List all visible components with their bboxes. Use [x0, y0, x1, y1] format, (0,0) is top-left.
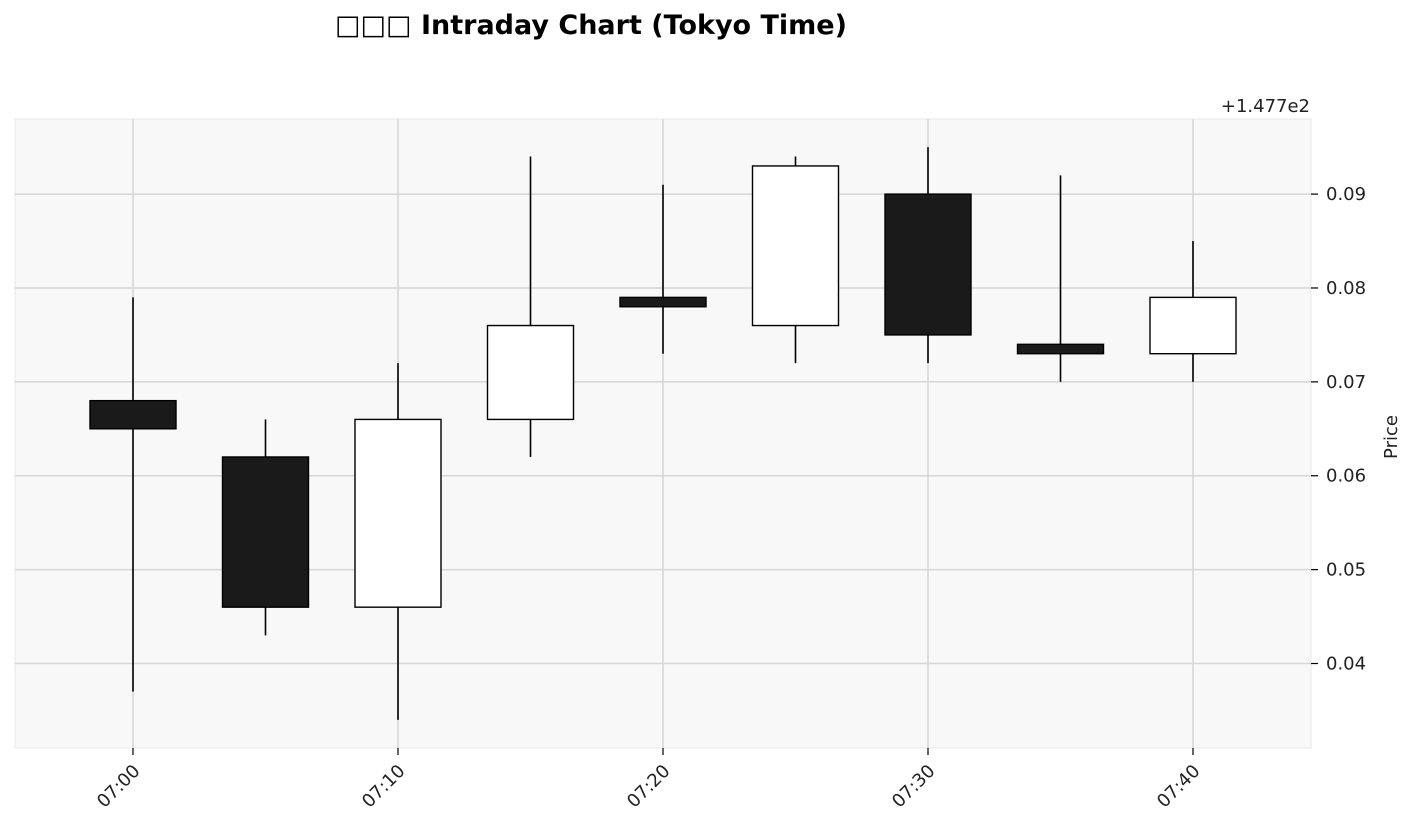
- candle: [751, 156, 840, 364]
- x-tick-label: 07:20: [623, 761, 675, 813]
- candle: [221, 419, 310, 636]
- candle-body: [1149, 296, 1237, 355]
- candle-body: [486, 324, 575, 421]
- candle: [884, 147, 972, 364]
- y-tick-label: 0.05: [1326, 560, 1366, 581]
- candle: [486, 156, 575, 457]
- candles: [89, 147, 1237, 720]
- x-tick-label: 07:10: [358, 761, 410, 813]
- y-tick-label: 0.06: [1326, 466, 1366, 487]
- candle-body: [354, 418, 442, 608]
- candle-body: [221, 456, 310, 608]
- candle-body: [89, 399, 177, 430]
- candle-body: [619, 296, 707, 308]
- candle: [89, 297, 177, 692]
- candle: [354, 363, 442, 720]
- y-tick-label: 0.04: [1326, 654, 1366, 675]
- candle: [619, 184, 707, 354]
- x-tick-label: 07:00: [93, 761, 145, 813]
- candle-body: [884, 193, 972, 336]
- y-tick-label: 0.08: [1326, 278, 1366, 299]
- y-axis-label: Price: [1381, 415, 1402, 459]
- y-tick-label: 0.07: [1326, 372, 1366, 393]
- candle-body: [1016, 343, 1105, 355]
- candle: [1016, 175, 1105, 382]
- x-tick-label: 07:30: [888, 761, 940, 813]
- y-tick-label: 0.09: [1326, 184, 1366, 205]
- candle-body: [751, 165, 840, 327]
- y-offset-label: +1.477e2: [1221, 96, 1310, 117]
- candle: [1149, 241, 1237, 382]
- x-tick-label: 07:40: [1153, 761, 1205, 813]
- chart-title: □□□ Intraday Chart (Tokyo Time): [335, 10, 847, 41]
